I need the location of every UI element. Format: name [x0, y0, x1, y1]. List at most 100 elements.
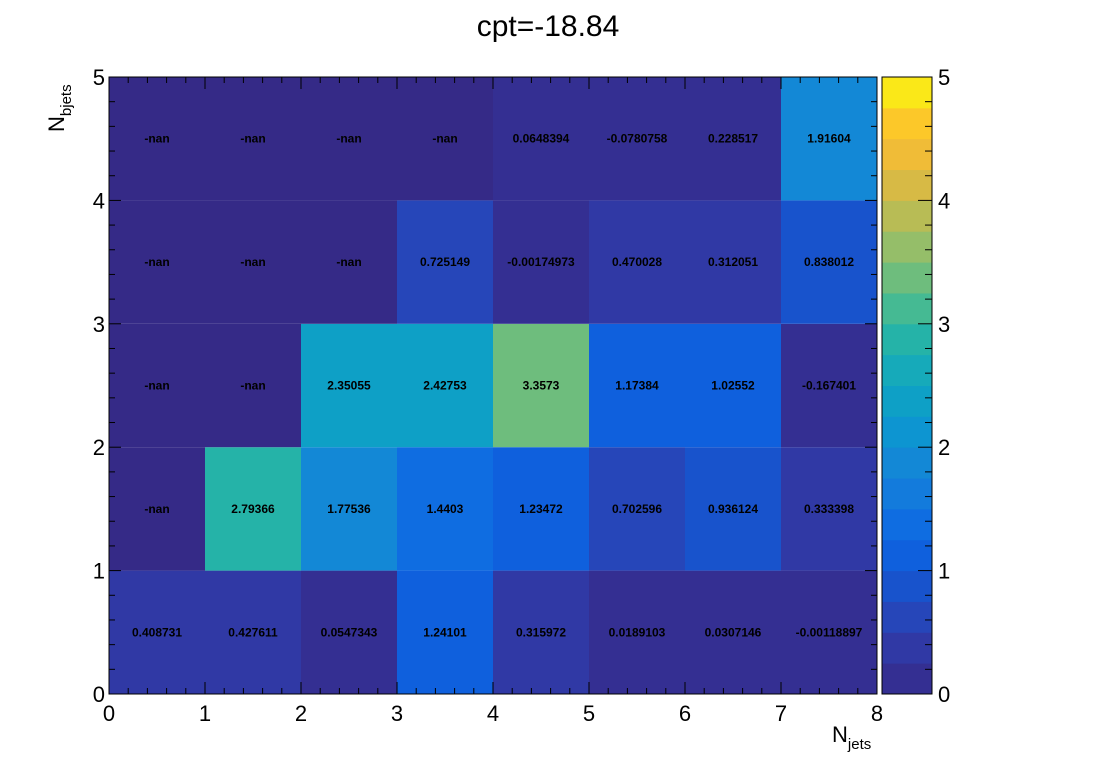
cell-label-r2-c3: 2.42753 [423, 379, 467, 393]
y-tick-label: 4 [93, 188, 105, 213]
cell-label-r2-c6: 1.02552 [711, 379, 755, 393]
heatmap-cell-r2-c3 [397, 323, 493, 448]
heatmap-cell-r4-c3 [397, 77, 493, 201]
colorbar-tick-label: 3 [938, 312, 950, 337]
cell-label-r0-c0: 0.408731 [132, 625, 182, 639]
cell-label-r1-c2: 1.77536 [327, 502, 371, 516]
heatmap-cell-r3-c7 [781, 200, 877, 324]
colorbar-level [882, 663, 932, 695]
heatmap-cell-r1-c4 [493, 447, 589, 571]
heatmap-cells [109, 77, 877, 694]
heatmap-cell-r2-c1 [205, 323, 301, 448]
cell-label-r0-c4: 0.315972 [516, 625, 566, 639]
cell-label-r2-c7: -0.167401 [802, 379, 856, 393]
colorbar-level [882, 231, 932, 263]
cell-label-r4-c2: -nan [336, 132, 361, 146]
cell-label-r1-c7: 0.333398 [804, 502, 854, 516]
cell-label-r4-c5: -0.0780758 [607, 132, 668, 146]
colorbar-level [882, 200, 932, 232]
cell-label-r4-c1: -nan [240, 132, 265, 146]
y-tick-label: 2 [93, 435, 105, 460]
heatmap-cell-r3-c3 [397, 200, 493, 324]
colorbar-level [882, 292, 932, 325]
heatmap-cell-r1-c5 [589, 447, 685, 571]
x-axis-label-main: N [832, 722, 848, 747]
colorbar-level [882, 478, 932, 510]
colorbar: 0 1 2 3 4 5 [881, 65, 950, 707]
colorbar-tick-label: 2 [938, 435, 950, 460]
heatmap-cell-r2-c0 [109, 323, 205, 448]
heatmap-cell-r1-c7 [781, 447, 877, 571]
cell-value-labels: 0.408731 0.427611 0.0547343 1.24101 0.315972… [132, 132, 863, 640]
colorbar-level [882, 539, 932, 572]
heatmap-cell-r4-c7 [781, 77, 877, 201]
heatmap-cell-r4-c0 [109, 77, 205, 201]
heatmap-cell-r1-c2 [301, 447, 397, 571]
x-tick-label: 1 [199, 701, 211, 726]
colorbar-tick-label: 4 [938, 188, 950, 213]
heatmap-cell-r0-c6 [685, 570, 781, 694]
cell-label-r1-c0: -nan [144, 502, 169, 516]
x-tick-label: 7 [775, 701, 787, 726]
y-tick-label: 5 [93, 65, 105, 90]
x-axis-label: Njets [832, 722, 871, 753]
x-tick-label: 3 [391, 701, 403, 726]
heatmap-cell-r2-c7 [781, 323, 877, 448]
heatmap-cell-r1-c3 [397, 447, 493, 571]
cell-label-r3-c0: -nan [144, 255, 169, 269]
y-axis-label-main: N [44, 116, 69, 132]
heatmap-cell-r0-c7 [781, 570, 877, 694]
heatmap-cell-r3-c5 [589, 200, 685, 324]
cell-label-r3-c2: -nan [336, 255, 361, 269]
colorbar-level [882, 138, 932, 171]
heatmap-cell-r4-c6 [685, 77, 781, 201]
cell-label-r1-c4: 1.23472 [519, 502, 563, 516]
heatmap-cell-r3-c1 [205, 200, 301, 324]
cell-label-r0-c5: 0.0189103 [609, 625, 666, 639]
colorbar-level [882, 323, 932, 356]
colorbar-level [882, 262, 932, 294]
cell-label-r3-c7: 0.838012 [804, 255, 854, 269]
heatmap-cell-r0-c4 [493, 570, 589, 694]
colorbar-tick-label: 1 [938, 559, 950, 584]
colorbar-tick-label: 5 [938, 65, 950, 90]
heatmap-cell-r1-c6 [685, 447, 781, 571]
cell-label-r4-c0: -nan [144, 132, 169, 146]
colorbar-level [882, 601, 932, 633]
heatmap-cell-r4-c1 [205, 77, 301, 201]
colorbar-level [882, 416, 932, 448]
heatmap-cell-r3-c2 [301, 200, 397, 324]
y-axis-ticks: 0 1 2 3 4 5 [93, 65, 877, 707]
cell-label-r0-c7: -0.00118897 [796, 625, 863, 639]
heatmap-cell-r0-c5 [589, 570, 685, 694]
heatmap-cell-r0-c0 [109, 570, 205, 694]
cell-label-r2-c2: 2.35055 [327, 379, 371, 393]
cell-label-r1-c3: 1.4403 [427, 502, 464, 516]
cell-label-r3-c5: 0.470028 [612, 255, 662, 269]
heatmap-cell-r0-c3 [397, 570, 493, 694]
cell-label-r0-c3: 1.24101 [423, 625, 467, 639]
y-axis-label-sub: bjets [58, 84, 75, 116]
x-tick-label: 6 [679, 701, 691, 726]
heatmap-cell-r0-c2 [301, 570, 397, 694]
colorbar-level [882, 169, 932, 201]
y-tick-label: 0 [93, 682, 105, 707]
heatmap-cell-r4-c4 [493, 77, 589, 201]
heatmap-cell-r2-c6 [685, 323, 781, 448]
x-tick-label: 4 [487, 701, 499, 726]
x-tick-label: 5 [583, 701, 595, 726]
colorbar-level [882, 107, 932, 140]
heatmap-cell-r1-c1 [205, 447, 301, 571]
colorbar-border [881, 76, 933, 695]
cell-label-r2-c1: -nan [240, 379, 265, 393]
heatmap-cell-r0-c1 [205, 570, 301, 694]
cell-label-r0-c2: 0.0547343 [321, 625, 378, 639]
x-tick-label: 0 [103, 701, 115, 726]
cell-label-r4-c3: -nan [432, 132, 457, 146]
colorbar-level [882, 632, 932, 664]
heatmap-cell-r2-c2 [301, 323, 397, 448]
cell-label-r4-c4: 0.0648394 [513, 132, 570, 146]
chart-title: cpt=-18.84 [477, 10, 620, 43]
cell-label-r0-c1: 0.427611 [228, 625, 278, 639]
